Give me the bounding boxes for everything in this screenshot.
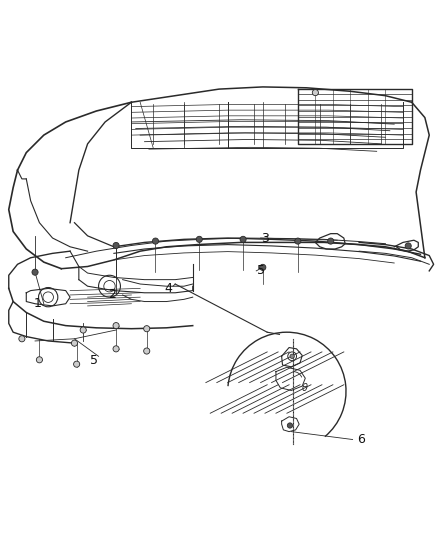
Circle shape xyxy=(260,264,266,270)
Circle shape xyxy=(19,336,25,342)
Text: 5: 5 xyxy=(90,354,98,367)
Circle shape xyxy=(240,236,246,243)
Circle shape xyxy=(74,361,80,367)
Circle shape xyxy=(113,346,119,352)
Circle shape xyxy=(113,243,119,248)
Circle shape xyxy=(32,269,38,275)
Circle shape xyxy=(152,238,159,244)
Circle shape xyxy=(71,340,78,346)
Circle shape xyxy=(113,322,119,329)
Circle shape xyxy=(312,90,318,96)
Text: $\theta$: $\theta$ xyxy=(300,381,308,393)
Circle shape xyxy=(80,327,86,333)
Circle shape xyxy=(295,238,301,244)
Text: 2: 2 xyxy=(108,288,116,302)
Text: 1: 1 xyxy=(33,297,41,310)
Text: 6: 6 xyxy=(357,433,365,446)
Circle shape xyxy=(36,357,42,363)
Circle shape xyxy=(144,348,150,354)
Circle shape xyxy=(328,238,334,244)
Circle shape xyxy=(196,236,202,243)
Text: 5: 5 xyxy=(257,264,265,277)
Circle shape xyxy=(287,423,293,428)
Circle shape xyxy=(290,354,294,359)
Text: 4: 4 xyxy=(165,282,173,295)
Text: 3: 3 xyxy=(261,231,269,245)
Circle shape xyxy=(405,243,411,249)
Circle shape xyxy=(144,326,150,332)
